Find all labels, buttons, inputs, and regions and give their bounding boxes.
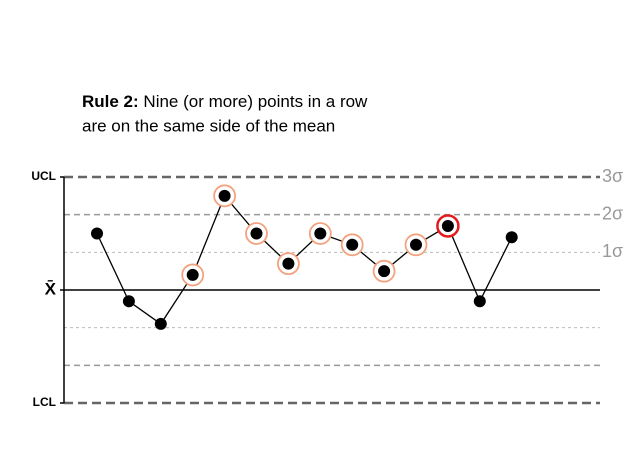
data-point: [473, 295, 486, 308]
title-bold: Rule 2:: [82, 92, 139, 111]
y-tick-label: X̄: [45, 279, 57, 298]
chart-title: Rule 2: Nine (or more) points in a row: [82, 92, 368, 111]
sigma-label: 1σ: [602, 241, 623, 261]
data-point: [378, 265, 391, 278]
data-point: [91, 227, 103, 240]
data-point: [282, 257, 295, 270]
sigma-label: 2σ: [602, 203, 623, 223]
sigma-label: 3σ: [602, 166, 623, 186]
y-tick-label: UCL: [31, 169, 56, 183]
data-point: [441, 219, 454, 232]
title-line: Nine (or more) points in a row: [143, 92, 368, 111]
data-point: [250, 227, 263, 240]
data-point: [505, 231, 518, 244]
data-point: [314, 227, 327, 240]
y-tick-label: LCL: [33, 395, 56, 409]
data-point: [218, 189, 231, 202]
data-point: [122, 295, 135, 308]
data-point: [410, 238, 422, 251]
data-point: [186, 268, 199, 281]
data-point: [346, 238, 359, 251]
data-point: [154, 317, 167, 330]
title-line: are on the same side of the mean: [82, 116, 335, 135]
